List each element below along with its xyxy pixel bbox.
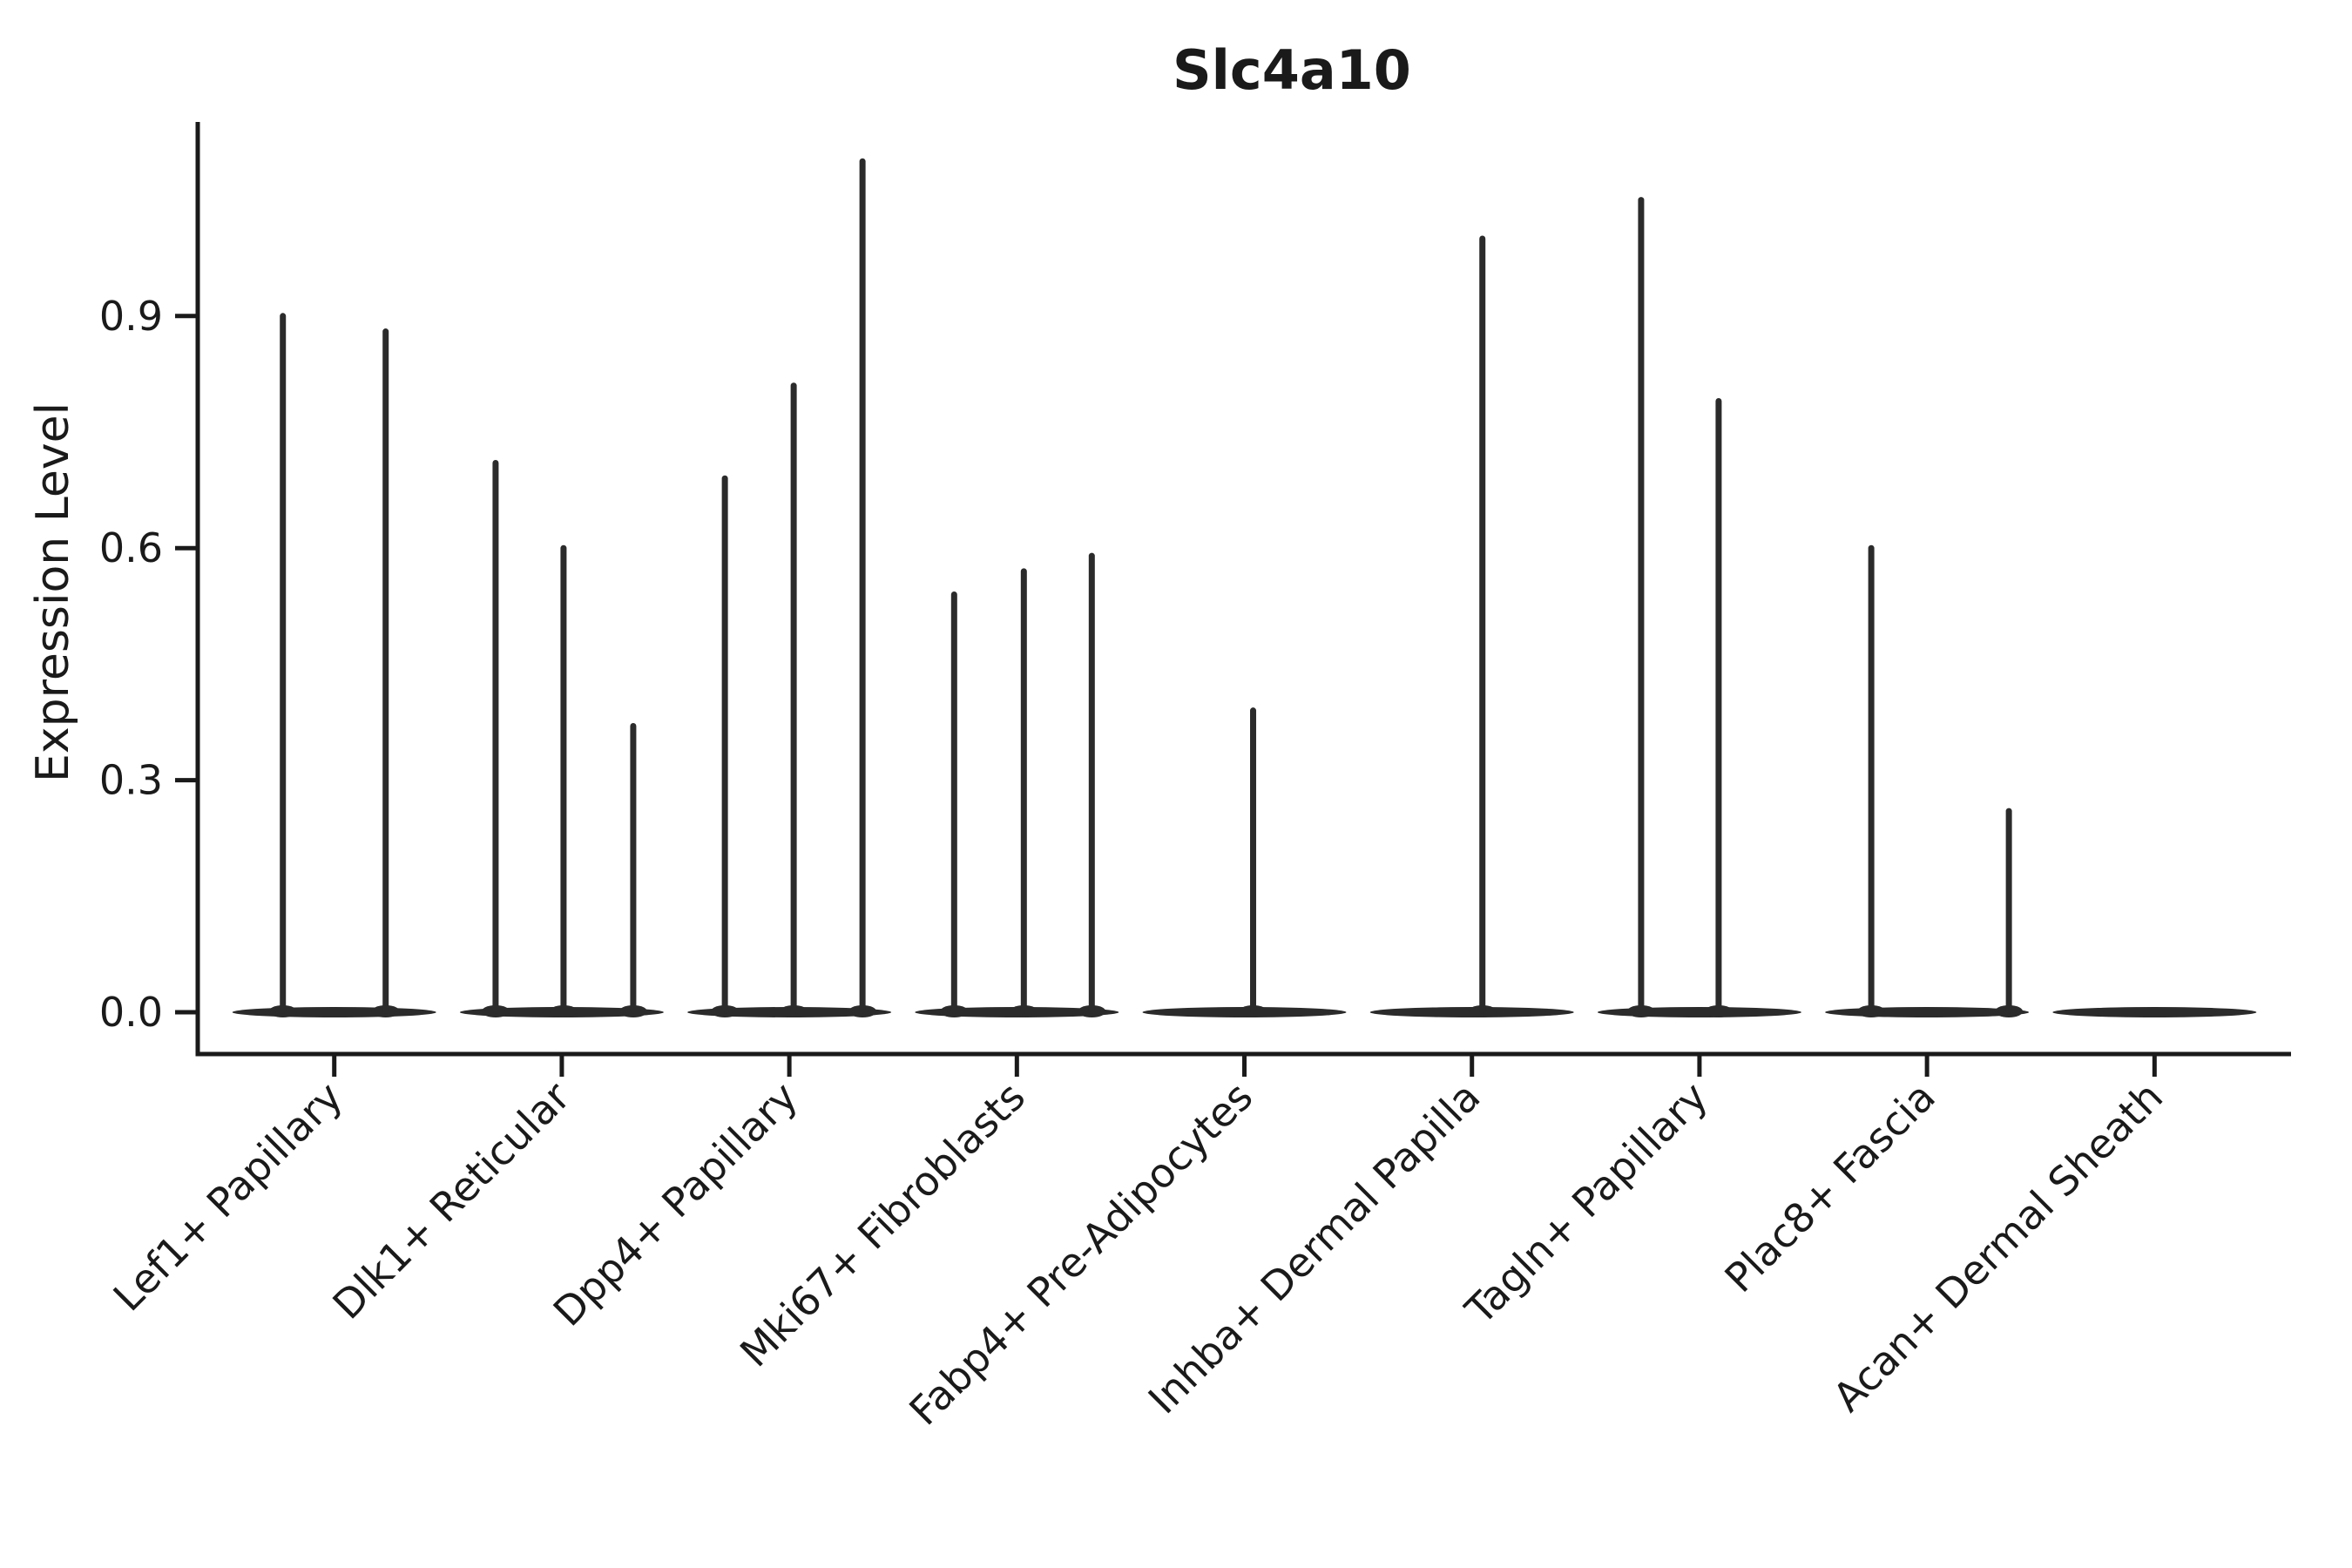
y-tick-label: 0.3 bbox=[99, 757, 163, 804]
y-tick-label: 0.9 bbox=[99, 293, 163, 340]
x-tick-label: Lef1+ Papillary bbox=[105, 1073, 352, 1321]
x-tick-label: Tagln+ Papillary bbox=[1456, 1073, 1717, 1335]
x-tick-label: Plac8+ Fascia bbox=[1715, 1073, 1943, 1301]
chart-title: Slc4a10 bbox=[1173, 38, 1411, 102]
violin-body bbox=[232, 1007, 436, 1017]
x-tick-label: Dpp4+ Papillary bbox=[544, 1073, 807, 1335]
y-tick-label: 0.6 bbox=[99, 524, 163, 571]
x-tick-label: Dlk1+ Reticular bbox=[324, 1073, 579, 1328]
violin-body bbox=[2052, 1007, 2257, 1017]
y-tick-label: 0.0 bbox=[99, 989, 163, 1036]
y-axis-label: Expression Level bbox=[27, 402, 79, 782]
